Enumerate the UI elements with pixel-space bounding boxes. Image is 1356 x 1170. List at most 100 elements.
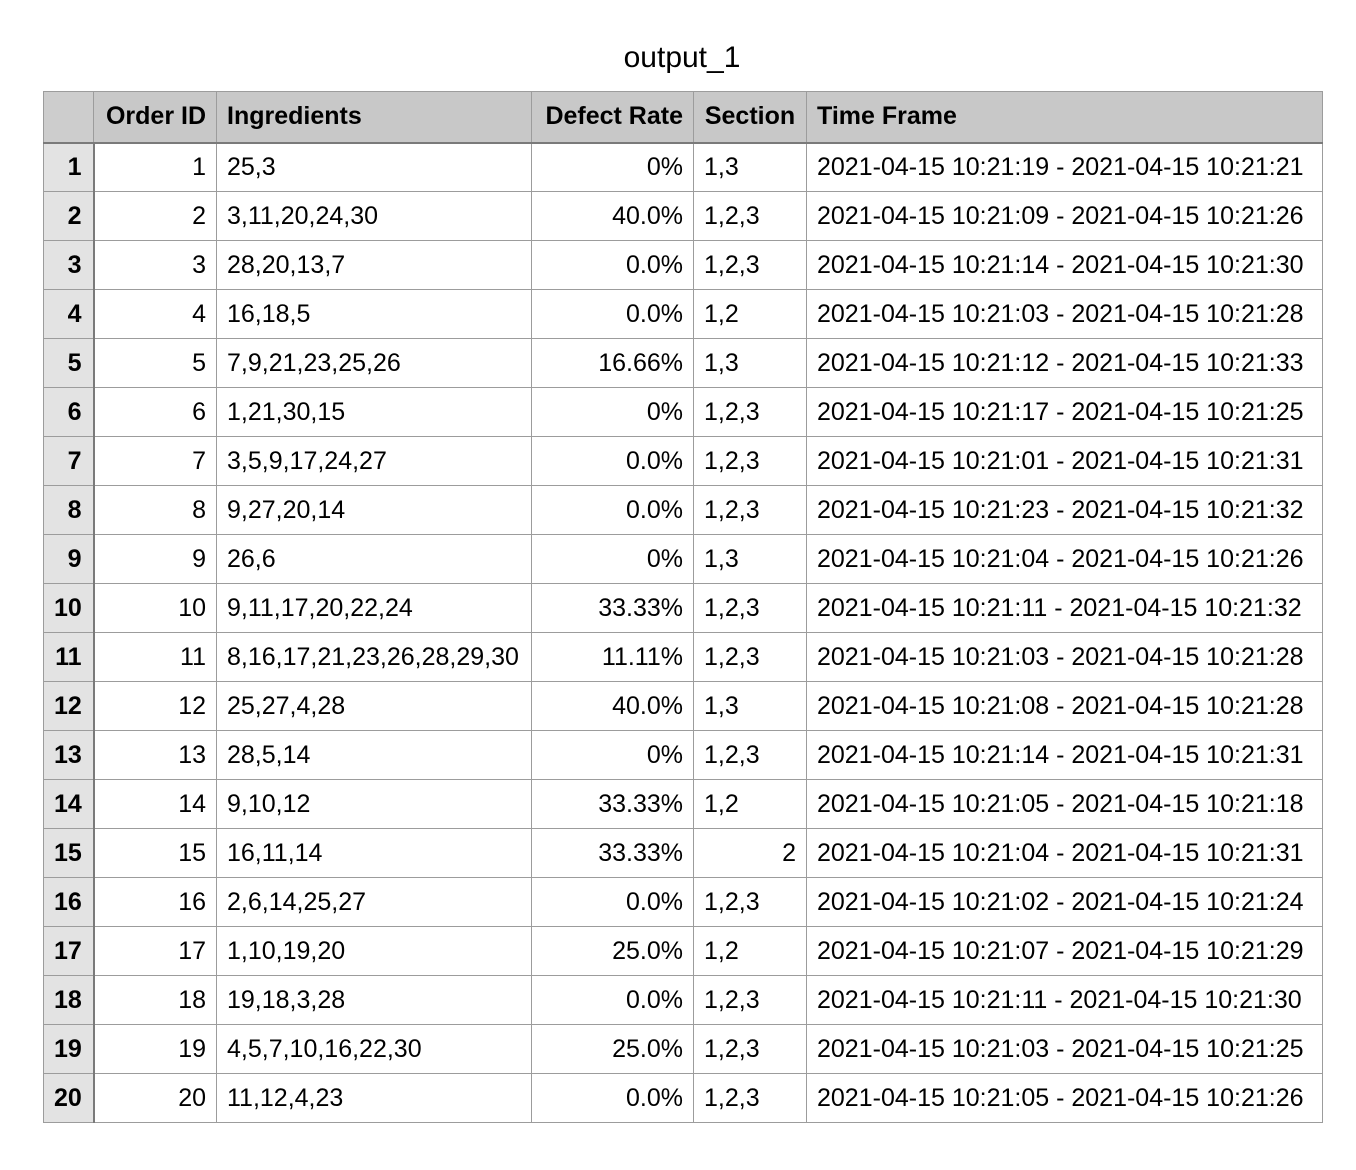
cell-time-frame[interactable]: 2021-04-15 10:21:23 - 2021-04-15 10:21:3…	[806, 485, 1323, 535]
table-row[interactable]: 8 8 9,27,20,14 0.0% 1,2,3 2021-04-15 10:21:23…	[43, 485, 1323, 535]
cell-section[interactable]: 1,2	[693, 289, 807, 339]
table-row[interactable]: 15 15 16,11,14 33.33% 2 2021-04-15 10:21:04 -…	[43, 828, 1323, 878]
cell-ingredients[interactable]: 8,16,17,21,23,26,28,29,30	[216, 632, 532, 682]
row-number[interactable]: 13	[43, 730, 95, 780]
cell-section[interactable]: 1,3	[693, 142, 807, 192]
cell-section[interactable]: 1,2,3	[693, 583, 807, 633]
table-row[interactable]: 7 7 3,5,9,17,24,27 0.0% 1,2,3 2021-04-15 10:2…	[43, 436, 1323, 486]
cell-order-id[interactable]: 14	[93, 779, 217, 829]
column-header-section[interactable]: Section	[693, 91, 807, 144]
row-number[interactable]: 18	[43, 975, 95, 1025]
cell-ingredients[interactable]: 1,10,19,20	[216, 926, 532, 976]
column-header-defect-rate[interactable]: Defect Rate	[531, 91, 694, 144]
table-row[interactable]: 10 10 9,11,17,20,22,24 33.33% 1,2,3 2021-04-1…	[43, 583, 1323, 633]
row-number[interactable]: 6	[43, 387, 95, 437]
cell-time-frame[interactable]: 2021-04-15 10:21:11 - 2021-04-15 10:21:3…	[806, 583, 1323, 633]
cell-order-id[interactable]: 11	[93, 632, 217, 682]
table-row[interactable]: 13 13 28,5,14 0% 1,2,3 2021-04-15 10:21:14 - …	[43, 730, 1323, 780]
cell-time-frame[interactable]: 2021-04-15 10:21:12 - 2021-04-15 10:21:3…	[806, 338, 1323, 388]
cell-ingredients[interactable]: 9,10,12	[216, 779, 532, 829]
cell-section[interactable]: 1,2,3	[693, 632, 807, 682]
row-number[interactable]: 4	[43, 289, 95, 339]
row-number[interactable]: 14	[43, 779, 95, 829]
cell-order-id[interactable]: 2	[93, 191, 217, 241]
cell-order-id[interactable]: 9	[93, 534, 217, 584]
cell-defect-rate[interactable]: 33.33%	[531, 583, 694, 633]
cell-ingredients[interactable]: 9,27,20,14	[216, 485, 532, 535]
cell-time-frame[interactable]: 2021-04-15 10:21:08 - 2021-04-15 10:21:2…	[806, 681, 1323, 731]
cell-time-frame[interactable]: 2021-04-15 10:21:14 - 2021-04-15 10:21:3…	[806, 730, 1323, 780]
cell-defect-rate[interactable]: 0.0%	[531, 1073, 694, 1123]
cell-section[interactable]: 1,3	[693, 681, 807, 731]
cell-section[interactable]: 1,2,3	[693, 436, 807, 486]
cell-defect-rate[interactable]: 40.0%	[531, 681, 694, 731]
corner-cell[interactable]	[43, 91, 94, 144]
cell-section[interactable]: 1,2,3	[693, 730, 807, 780]
row-number[interactable]: 5	[43, 338, 95, 388]
cell-section[interactable]: 1,3	[693, 338, 807, 388]
cell-time-frame[interactable]: 2021-04-15 10:21:04 - 2021-04-15 10:21:2…	[806, 534, 1323, 584]
table-row[interactable]: 19 19 4,5,7,10,16,22,30 25.0% 1,2,3 2021-04-1…	[43, 1024, 1323, 1074]
row-number[interactable]: 20	[43, 1073, 95, 1123]
cell-ingredients[interactable]: 16,11,14	[216, 828, 532, 878]
table-row[interactable]: 4 4 16,18,5 0.0% 1,2 2021-04-15 10:21:03 - 20…	[43, 289, 1323, 339]
cell-defect-rate[interactable]: 0%	[531, 142, 694, 192]
cell-order-id[interactable]: 5	[93, 338, 217, 388]
cell-section[interactable]: 1,2	[693, 779, 807, 829]
cell-time-frame[interactable]: 2021-04-15 10:21:11 - 2021-04-15 10:21:3…	[806, 975, 1323, 1025]
cell-order-id[interactable]: 18	[93, 975, 217, 1025]
cell-defect-rate[interactable]: 25.0%	[531, 1024, 694, 1074]
cell-time-frame[interactable]: 2021-04-15 10:21:14 - 2021-04-15 10:21:3…	[806, 240, 1323, 290]
cell-section[interactable]: 1,2	[693, 926, 807, 976]
column-header-time-frame[interactable]: Time Frame	[806, 91, 1323, 144]
cell-section[interactable]: 1,2,3	[693, 485, 807, 535]
cell-time-frame[interactable]: 2021-04-15 10:21:03 - 2021-04-15 10:21:2…	[806, 289, 1323, 339]
cell-defect-rate[interactable]: 33.33%	[531, 779, 694, 829]
cell-order-id[interactable]: 16	[93, 877, 217, 927]
table-row[interactable]: 16 16 2,6,14,25,27 0.0% 1,2,3 2021-04-15 10:2…	[43, 877, 1323, 927]
cell-time-frame[interactable]: 2021-04-15 10:21:17 - 2021-04-15 10:21:2…	[806, 387, 1323, 437]
cell-order-id[interactable]: 10	[93, 583, 217, 633]
table-row[interactable]: 11 11 8,16,17,21,23,26,28,29,30 11.11% 1,2,3…	[43, 632, 1323, 682]
cell-defect-rate[interactable]: 0.0%	[531, 877, 694, 927]
cell-time-frame[interactable]: 2021-04-15 10:21:01 - 2021-04-15 10:21:3…	[806, 436, 1323, 486]
cell-time-frame[interactable]: 2021-04-15 10:21:07 - 2021-04-15 10:21:2…	[806, 926, 1323, 976]
cell-defect-rate[interactable]: 25.0%	[531, 926, 694, 976]
cell-defect-rate[interactable]: 40.0%	[531, 191, 694, 241]
cell-defect-rate[interactable]: 16.66%	[531, 338, 694, 388]
table-row[interactable]: 20 20 11,12,4,23 0.0% 1,2,3 2021-04-15 10:21:…	[43, 1073, 1323, 1123]
row-number[interactable]: 17	[43, 926, 95, 976]
cell-section[interactable]: 1,2,3	[693, 191, 807, 241]
cell-ingredients[interactable]: 16,18,5	[216, 289, 532, 339]
cell-ingredients[interactable]: 3,5,9,17,24,27	[216, 436, 532, 486]
cell-defect-rate[interactable]: 0.0%	[531, 289, 694, 339]
cell-defect-rate[interactable]: 0%	[531, 730, 694, 780]
cell-order-id[interactable]: 1	[93, 142, 217, 192]
row-number[interactable]: 7	[43, 436, 95, 486]
cell-time-frame[interactable]: 2021-04-15 10:21:05 - 2021-04-15 10:21:2…	[806, 1073, 1323, 1123]
cell-defect-rate[interactable]: 0.0%	[531, 436, 694, 486]
cell-section[interactable]: 1,3	[693, 534, 807, 584]
cell-defect-rate[interactable]: 0.0%	[531, 240, 694, 290]
row-number[interactable]: 11	[43, 632, 95, 682]
table-row[interactable]: 2 2 3,11,20,24,30 40.0% 1,2,3 2021-04-15 10:2…	[43, 191, 1323, 241]
cell-section[interactable]: 1,2,3	[693, 387, 807, 437]
cell-ingredients[interactable]: 1,21,30,15	[216, 387, 532, 437]
cell-time-frame[interactable]: 2021-04-15 10:21:04 - 2021-04-15 10:21:3…	[806, 828, 1323, 878]
cell-defect-rate[interactable]: 33.33%	[531, 828, 694, 878]
cell-ingredients[interactable]: 4,5,7,10,16,22,30	[216, 1024, 532, 1074]
cell-ingredients[interactable]: 25,3	[216, 142, 532, 192]
row-number[interactable]: 3	[43, 240, 95, 290]
table-row[interactable]: 3 3 28,20,13,7 0.0% 1,2,3 2021-04-15 10:21:14…	[43, 240, 1323, 290]
row-number[interactable]: 10	[43, 583, 95, 633]
table-row[interactable]: 5 5 7,9,21,23,25,26 16.66% 1,3 2021-04-15 10:…	[43, 338, 1323, 388]
column-header-ingredients[interactable]: Ingredients	[216, 91, 532, 144]
cell-defect-rate[interactable]: 0.0%	[531, 975, 694, 1025]
cell-section[interactable]: 1,2,3	[693, 877, 807, 927]
table-row[interactable]: 1 1 25,3 0% 1,3 2021-04-15 10:21:19 - 2021-04…	[43, 142, 1323, 192]
table-row[interactable]: 14 14 9,10,12 33.33% 1,2 2021-04-15 10:21:05 …	[43, 779, 1323, 829]
row-number[interactable]: 15	[43, 828, 95, 878]
table-row[interactable]: 9 9 26,6 0% 1,3 2021-04-15 10:21:04 - 2021-04…	[43, 534, 1323, 584]
cell-defect-rate[interactable]: 0.0%	[531, 485, 694, 535]
cell-order-id[interactable]: 19	[93, 1024, 217, 1074]
